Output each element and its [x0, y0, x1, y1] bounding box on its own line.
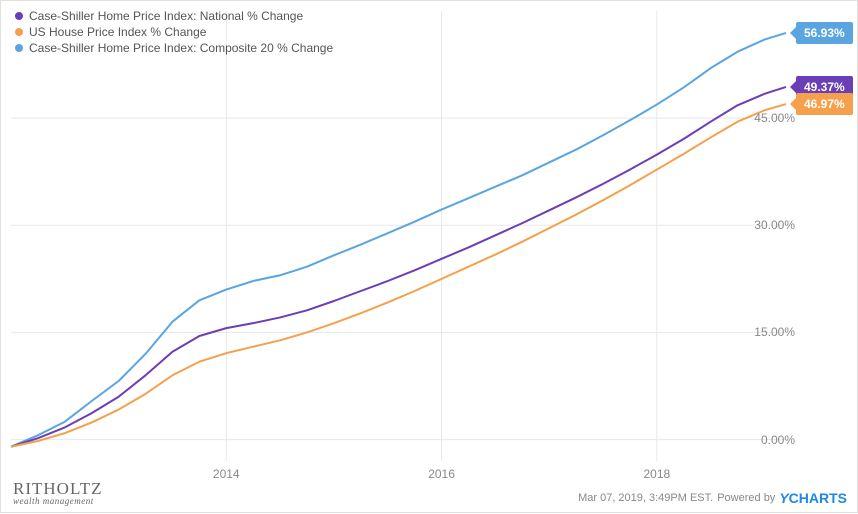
ycharts-brand: YCHARTS: [779, 490, 847, 506]
legend-dot-icon: [15, 28, 23, 36]
chart-plot: [1, 1, 858, 514]
chart-legend: Case-Shiller Home Price Index: National …: [15, 9, 333, 57]
series-end-value: 49.37%: [804, 80, 845, 94]
series-end-badge: 56.93%: [796, 22, 853, 44]
series-end-value: 56.93%: [804, 26, 845, 40]
ritholtz-logo: RITHOLTZ wealth management: [13, 479, 103, 506]
series-line-composite20: [11, 33, 786, 447]
legend-item: Case-Shiller Home Price Index: National …: [15, 9, 333, 23]
chart-footer: Mar 07, 2019, 3:49PM EST. Powered by YCH…: [578, 490, 847, 506]
logo-tagline: wealth management: [13, 496, 103, 506]
series-line-national: [11, 87, 786, 447]
legend-label: US House Price Index % Change: [29, 25, 206, 39]
series-end-badge: 46.97%: [796, 93, 853, 115]
legend-dot-icon: [15, 12, 23, 20]
y-axis-tick: 30.00%: [754, 218, 795, 232]
y-axis-tick: 45.00%: [754, 111, 795, 125]
y-axis-tick: 0.00%: [761, 433, 795, 447]
legend-label: Case-Shiller Home Price Index: National …: [29, 9, 303, 23]
footer-powered-by: Powered by: [717, 492, 775, 504]
x-axis-tick: 2018: [643, 467, 670, 481]
legend-dot-icon: [15, 44, 23, 52]
legend-item: US House Price Index % Change: [15, 25, 333, 39]
legend-item: Case-Shiller Home Price Index: Composite…: [15, 41, 333, 55]
footer-timestamp: Mar 07, 2019, 3:49PM EST.: [578, 492, 713, 504]
x-axis-tick: 2016: [428, 467, 455, 481]
legend-label: Case-Shiller Home Price Index: Composite…: [29, 41, 333, 55]
series-end-value: 46.97%: [804, 97, 845, 111]
chart-container: Case-Shiller Home Price Index: National …: [0, 0, 858, 513]
series-line-us_hpi: [11, 104, 786, 447]
x-axis-tick: 2014: [213, 467, 240, 481]
y-axis-tick: 15.00%: [754, 325, 795, 339]
